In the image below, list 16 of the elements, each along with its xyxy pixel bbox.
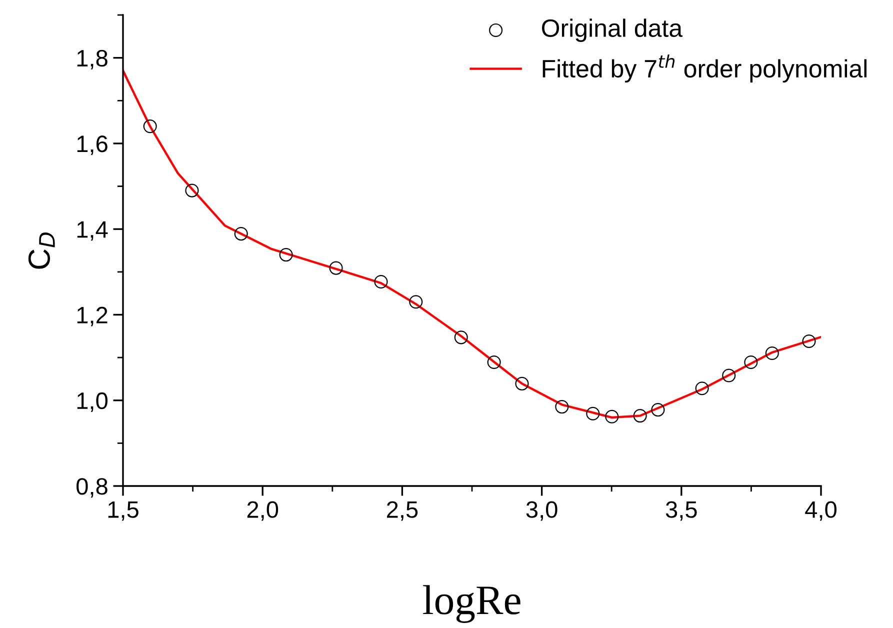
x-tick-label: 4,0 xyxy=(805,501,836,521)
x-tick-label: 2,0 xyxy=(247,501,278,521)
y-tick-label: 1,8 xyxy=(77,50,108,70)
x-tick-label: 3,0 xyxy=(526,501,558,521)
x-axis-title: logRe xyxy=(423,585,520,623)
x-tick-label: 1,5 xyxy=(108,501,138,521)
legend-label: Fitted by 7$^{th}$ order polynomial xyxy=(542,54,866,83)
y-tick-label: 0,8 xyxy=(76,478,108,498)
legend-label: Original data xyxy=(542,18,683,42)
y-axis-title: C$_{D}$ xyxy=(28,232,55,269)
y-tick-label: 1,4 xyxy=(77,221,108,241)
y-tick-label: 1,6 xyxy=(77,136,108,156)
x-tick-label: 2,5 xyxy=(386,501,418,521)
x-tick-label: 3,5 xyxy=(666,501,697,521)
y-tick-label: 1,2 xyxy=(77,306,108,326)
y-tick-label: 1,0 xyxy=(77,392,108,412)
